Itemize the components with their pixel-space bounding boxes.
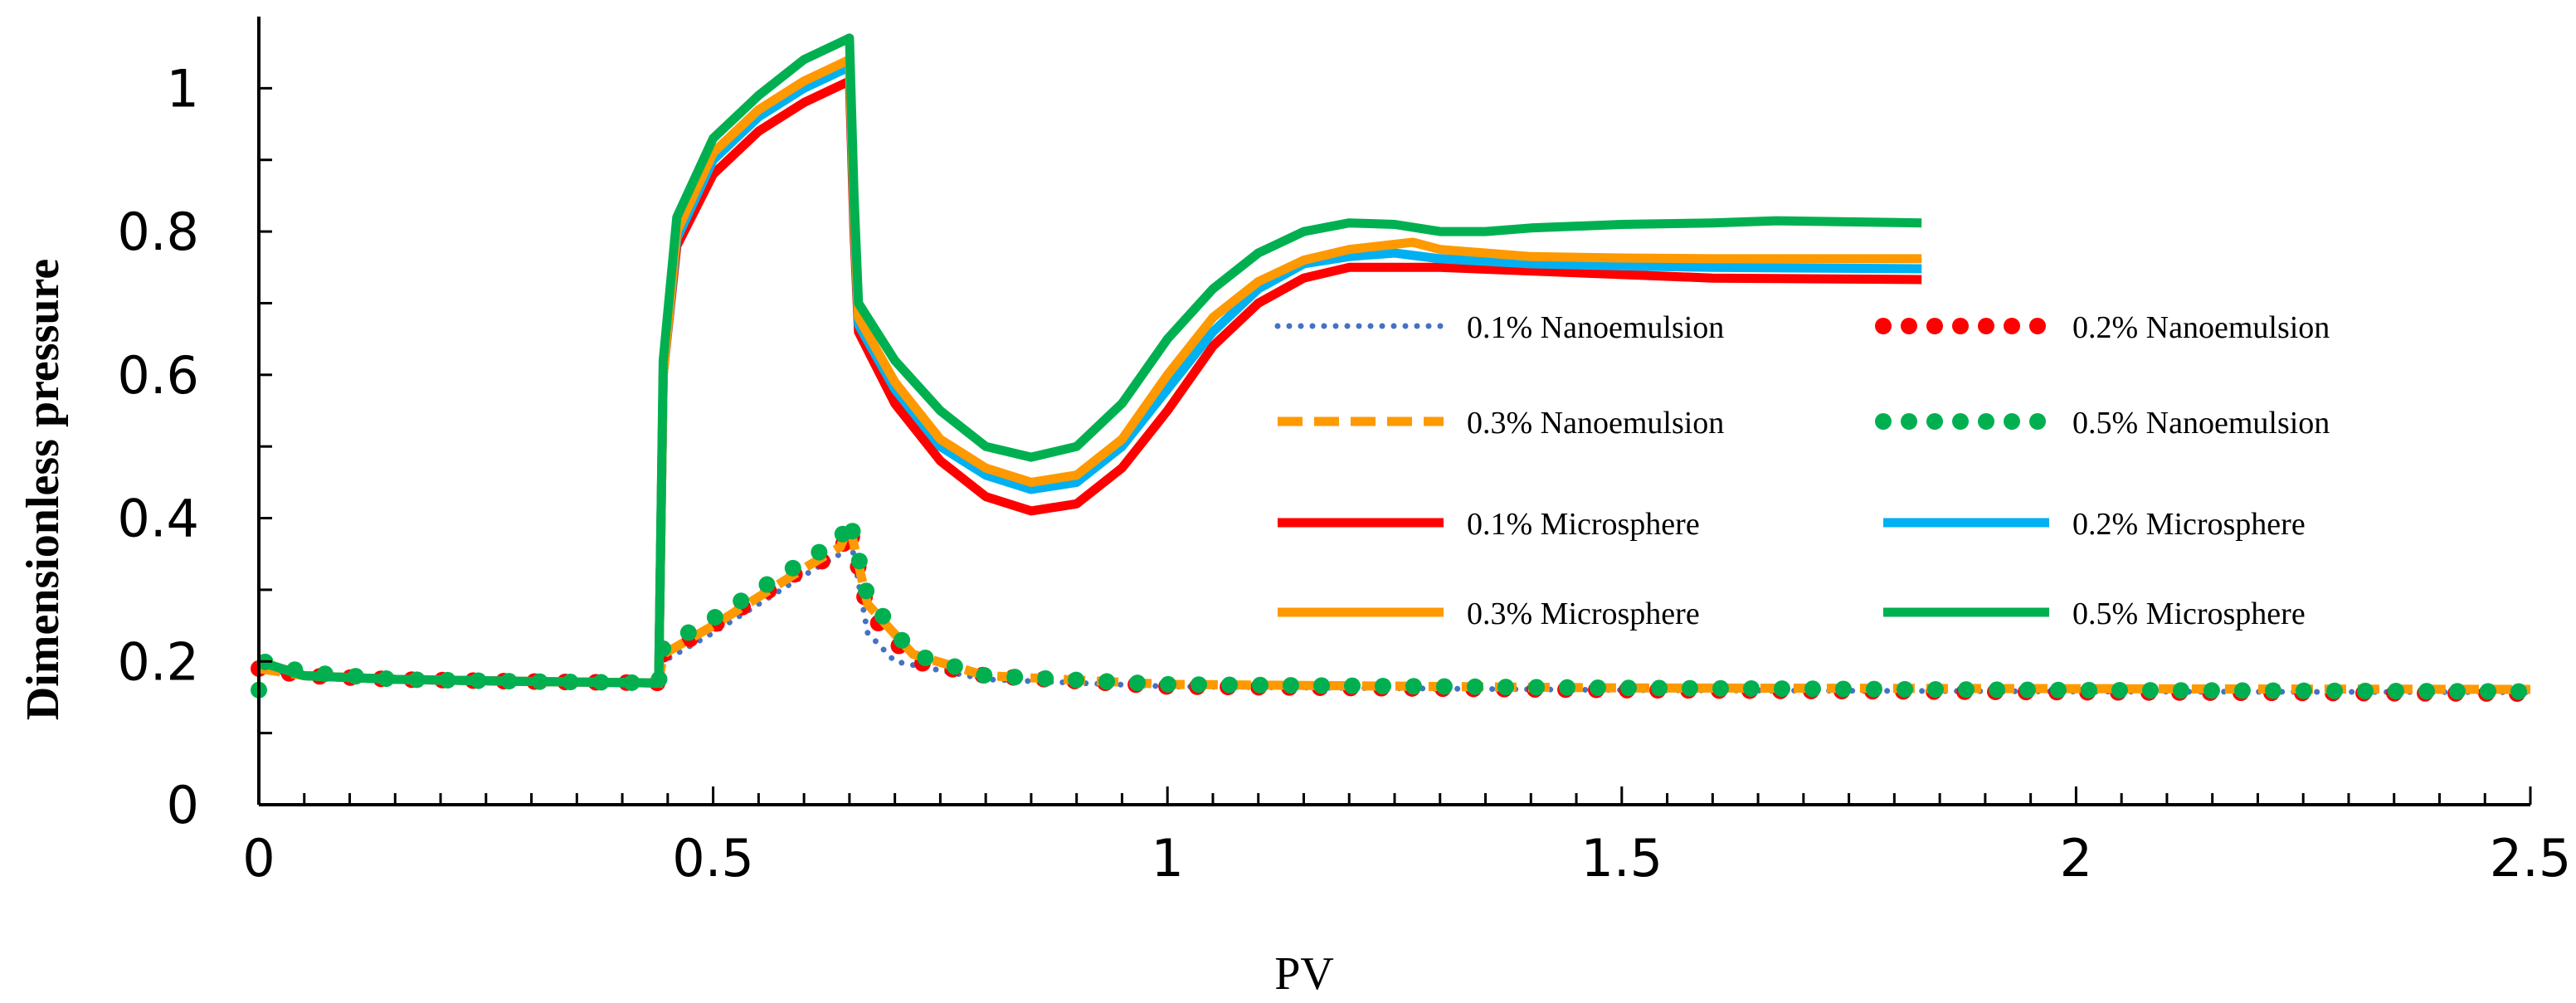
legend-item-0-1pct-microsphere: 0.1% Microsphere: [1278, 507, 1700, 542]
legend-item-0-5pct-microsphere: 0.5% Microsphere: [1883, 596, 2306, 631]
y-tick-label: 0.6: [117, 345, 199, 406]
y-tick-label: 0: [167, 775, 199, 835]
legend-item-0-2pct-nanoemulsion: 0.2% Nanoemulsion: [1875, 310, 2330, 345]
series-line-0-5pct-microsphere: [257, 33, 1922, 688]
legend-label: 0.2% Microsphere: [2072, 507, 2306, 542]
legend-item-0-2pct-microsphere: 0.2% Microsphere: [1883, 507, 2306, 542]
legend-label: 0.5% Microsphere: [2072, 596, 2306, 631]
series-line-0-3pct-microsphere: [257, 55, 1922, 688]
legend-label: 0.1% Nanoemulsion: [1467, 310, 1724, 345]
legend-item-0-3pct-nanoemulsion: 0.3% Nanoemulsion: [1278, 406, 1724, 441]
legend-label: 0.3% Microsphere: [1467, 596, 1700, 631]
x-tick-label: 1: [1151, 828, 1183, 889]
tick-labels: 0 0.5 1 1.5 2 2.5 0 0.2 0.4 0.6 0.8 1: [117, 58, 2571, 889]
y-tick-label: 0.4: [117, 489, 199, 549]
y-tick-label: 1: [167, 58, 199, 119]
legend: 0.1% Nanoemulsion 0.2% Nanoemulsion 0.3% N…: [1274, 310, 2330, 631]
x-tick-label: 1.5: [1580, 828, 1663, 889]
x-axis-title: PV: [1274, 948, 1334, 1000]
series-lines: [251, 33, 2539, 703]
x-tick-label: 0: [242, 828, 275, 889]
legend-label: 0.3% Nanoemulsion: [1467, 406, 1724, 441]
x-tick-label: 2: [2060, 828, 2092, 889]
legend-label: 0.1% Microsphere: [1467, 507, 1700, 542]
legend-label: 0.5% Nanoemulsion: [2072, 406, 2330, 441]
x-tick-label: 0.5: [672, 828, 754, 889]
legend-item-0-1pct-nanoemulsion: 0.1% Nanoemulsion: [1274, 310, 1724, 345]
legend-label: 0.2% Nanoemulsion: [2072, 310, 2330, 345]
x-tick-label: 2.5: [2490, 828, 2572, 889]
legend-item-0-5pct-nanoemulsion: 0.5% Nanoemulsion: [1875, 406, 2330, 441]
y-tick-label: 0.8: [117, 202, 199, 262]
series-line-0-5pct-nanoemulsion: [251, 491, 2539, 700]
y-axis-title: Dimensionless pressure: [17, 259, 69, 720]
legend-item-0-3pct-microsphere: 0.3% Microsphere: [1278, 596, 1700, 631]
series-line-0-2pct-microsphere: [257, 62, 1922, 688]
axes: [257, 17, 2532, 806]
y-tick-label: 0.2: [117, 631, 199, 692]
series-line-0-1pct-microsphere: [257, 76, 1922, 688]
